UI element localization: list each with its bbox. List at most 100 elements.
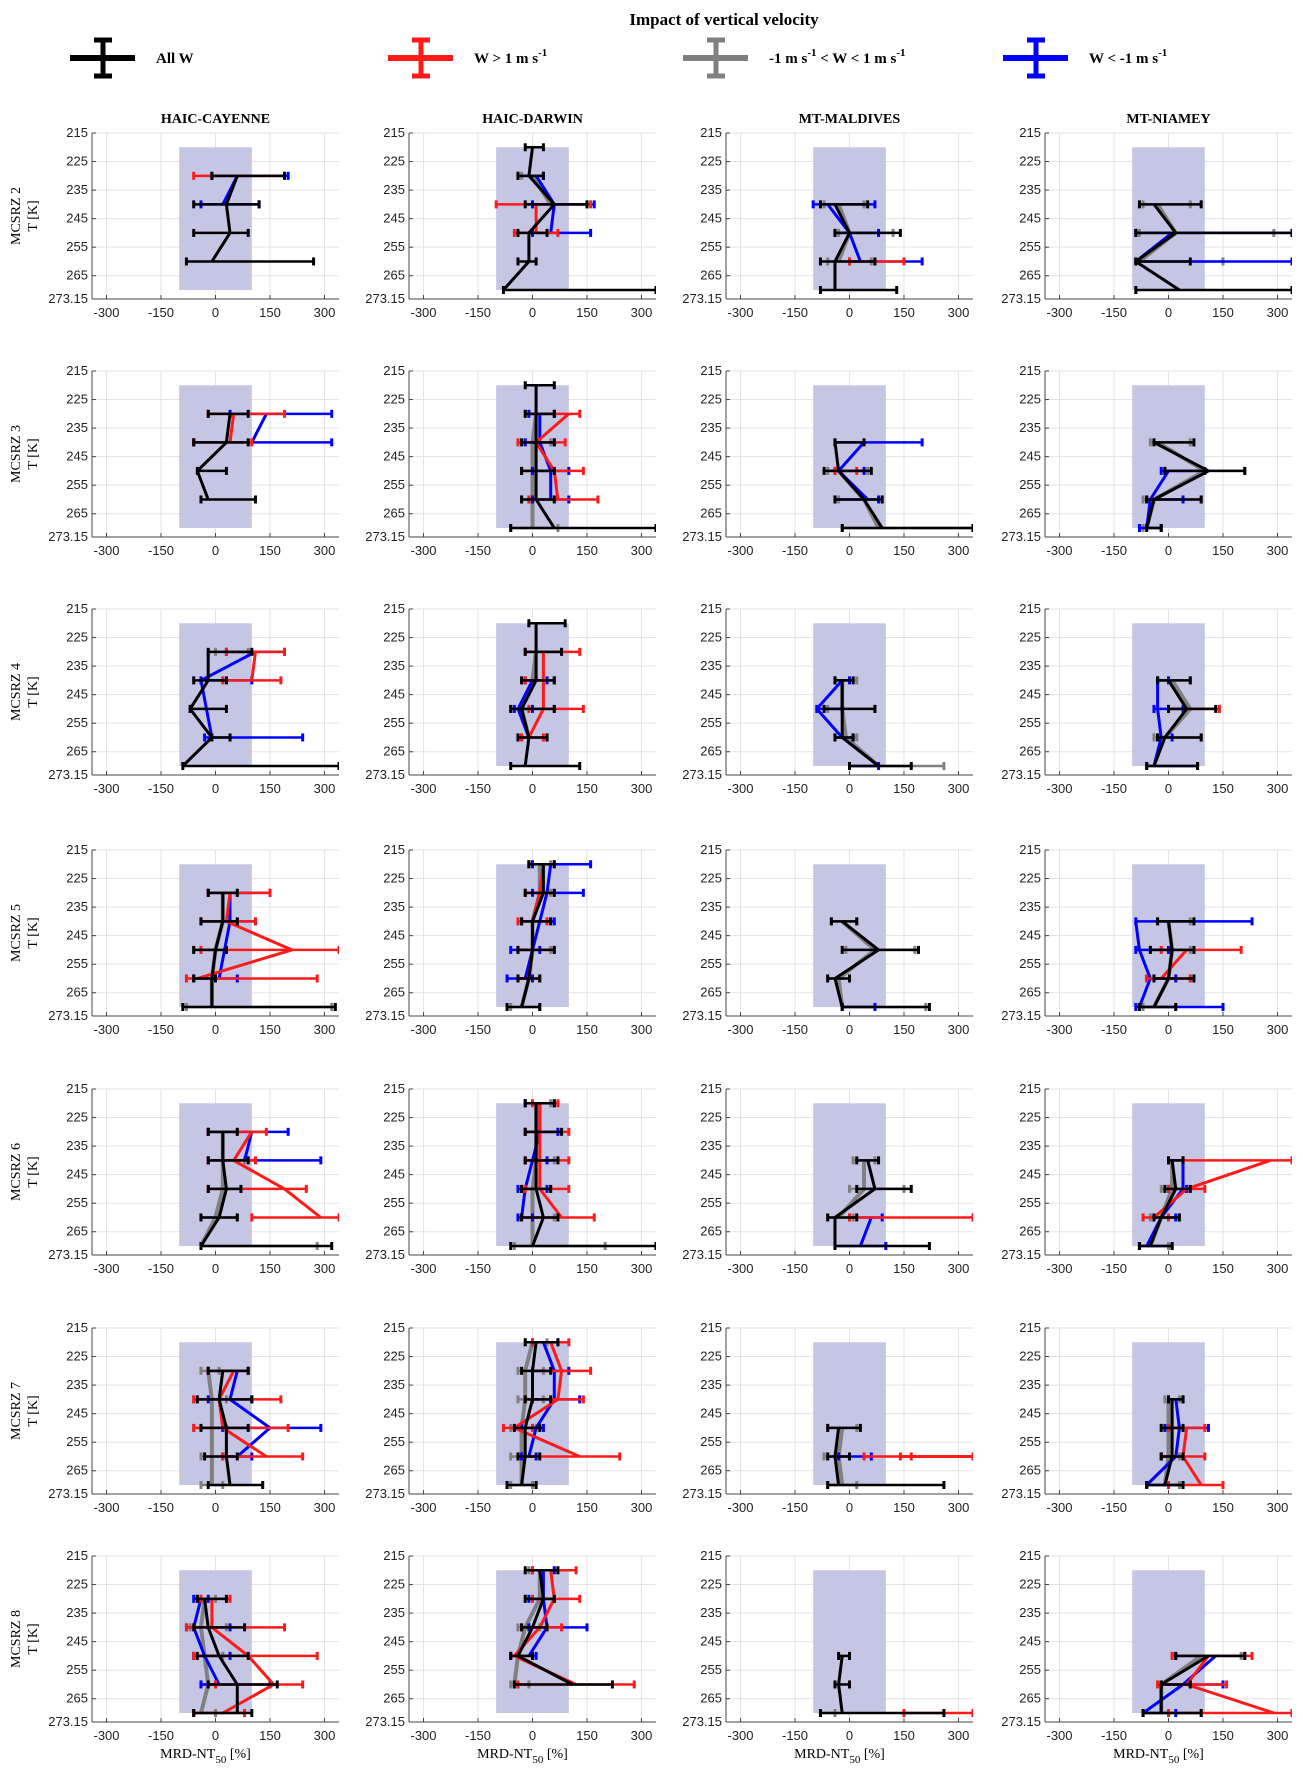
y-tick-label: 273.15 [1001,291,1041,306]
x-tick-label: 0 [529,1500,536,1515]
row-label: MCSRZ 7 [9,1382,24,1440]
x-tick-label: 0 [846,305,853,320]
series-line [516,1570,574,1686]
panel-mt-maldives-mcsrz7: 215 225 235 245 255 265 273.15 -300 -150 0 150 300 [682,1320,973,1515]
shaded-band [179,147,252,291]
series-line [192,1598,221,1686]
x-tick-label: 300 [631,305,653,320]
series-all [181,647,339,771]
series-line [520,1342,538,1486]
plot-area [509,1099,656,1251]
y-tick-label: 215 [1019,125,1041,140]
x-tick-label: 150 [259,1022,281,1037]
y-tick-label: 273.15 [1001,767,1041,782]
y-tick-label: 235 [700,899,722,914]
y-tick-label: 245 [383,211,405,226]
y-tick-label: 225 [66,871,88,886]
y-tick-label: 273.15 [365,767,405,782]
series-all [509,1566,614,1689]
x-tick-label: 300 [314,1022,336,1037]
y-tick-label: 255 [1019,477,1041,492]
panel-mt-niamey-mcsrz3: 215 225 235 245 255 265 273.15 -300 -150 0 150 300 [1001,363,1292,558]
x-tick-label: -150 [148,781,174,796]
series-line [833,1160,877,1246]
y-tick-label: 235 [383,420,405,435]
panel-haic-cayenne-mcsrz2: 215 225 235 245 255 265 273.15 -300 -150 0 150 300 [48,125,339,320]
plot-area [509,1566,636,1689]
y-tick-label: 273.15 [48,1486,88,1501]
x-tick-label: -300 [1047,1728,1073,1743]
x-tick-label: -150 [782,1261,808,1276]
x-tick-label: -150 [465,1500,491,1515]
x-tick-label: -300 [411,1022,437,1037]
x-tick-label: 0 [212,1022,219,1037]
x-tick-label: 0 [846,1500,853,1515]
x-tick-label: 150 [893,781,915,796]
series-line [1145,1399,1181,1487]
plot-area [826,917,931,1012]
y-tick-label: 225 [1019,154,1041,169]
panel-haic-cayenne-mcsrz6: 215 225 235 245 255 265 273.15 -300 -150 0 150 300 [48,1081,339,1276]
series-all [1145,1395,1185,1490]
plot-area [181,888,339,1012]
y-tick-label: 215 [383,125,405,140]
y-tick-label: 245 [1019,928,1041,943]
panel-haic-darwin-mcsrz7: 215 225 235 245 255 265 273.15 -300 -150 0 150 300 [365,1320,656,1515]
y-tick-label: 225 [1019,1349,1041,1364]
shaded-band [179,623,252,767]
y-tick-label: 255 [66,1195,88,1210]
y-tick-label: 215 [1019,1081,1041,1096]
y-axis-label: T [K] [26,917,41,948]
y-tick-label: 255 [1019,956,1041,971]
y-tick-label: 255 [700,239,722,254]
legend-label: All W [156,51,194,67]
series-all [818,200,902,295]
y-tick-label: 245 [66,687,88,702]
y-tick-label: 235 [383,182,405,197]
x-tick-label: 300 [631,781,653,796]
y-tick-label: 215 [66,842,88,857]
series-line [1134,203,1181,292]
plot-area [822,438,973,533]
series-line [1145,441,1210,529]
y-tick-label: 235 [383,899,405,914]
y-tick-label: 273.15 [682,529,722,544]
plot-area [181,647,339,771]
y-tick-label: 265 [700,1224,722,1239]
x-axis-label-sub: 50 [849,1754,861,1766]
y-tick-label: 215 [1019,1548,1041,1563]
y-tick-label: 215 [66,1081,88,1096]
plot-area [494,143,656,295]
y-tick-label: 265 [66,1463,88,1478]
y-tick-label: 225 [383,871,405,886]
series-line [833,442,884,529]
x-tick-label: 0 [529,305,536,320]
x-tick-label: 150 [576,305,598,320]
x-tick-label: 150 [1212,305,1234,320]
y-tick-label: 245 [1019,1406,1041,1421]
x-tick-label: 300 [948,1261,970,1276]
y-tick-label: 273.15 [1001,1247,1041,1262]
y-tick-label: 273.15 [365,1008,405,1023]
y-tick-label: 255 [1019,239,1041,254]
y-tick-label: 273.15 [682,767,722,782]
legend-label-text: All W [156,51,194,67]
y-tick-label: 235 [700,1377,722,1392]
x-tick-label: 150 [893,1022,915,1037]
x-tick-label: -300 [1047,1022,1073,1037]
y-tick-label: 255 [66,715,88,730]
x-tick-label: -150 [465,1728,491,1743]
plot-area [1145,676,1221,771]
y-tick-label: 245 [700,687,722,702]
x-tick-label: 150 [576,781,598,796]
x-tick-label: -300 [94,305,120,320]
y-tick-label: 225 [66,630,88,645]
x-tick-label: -300 [411,543,437,558]
y-tick-label: 265 [66,268,88,283]
x-tick-label: -150 [465,543,491,558]
series-line [1148,1160,1178,1247]
x-tick-label: -300 [1047,1261,1073,1276]
panel-haic-darwin-mcsrz4: 215 225 235 245 255 265 273.15 -300 -150 0 150 300 [365,601,656,796]
series-all [509,1099,656,1251]
